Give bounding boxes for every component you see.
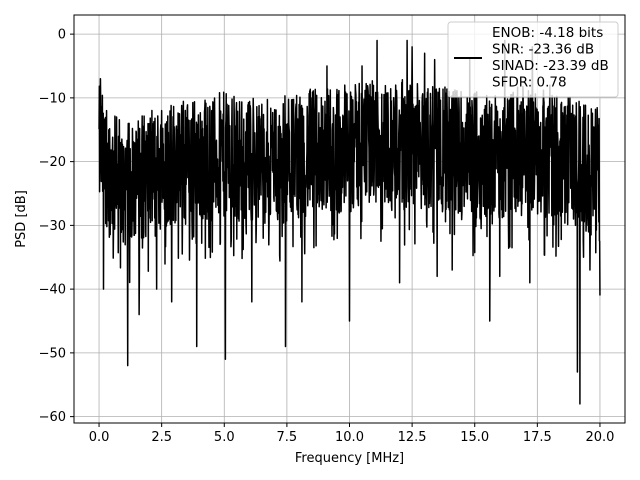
x-tick-label: 17.5 — [523, 430, 552, 445]
y-tick-label: 0 — [58, 28, 66, 43]
x-tick-label: 12.5 — [398, 430, 427, 445]
legend-entry-enob: ENOB: -4.18 bits — [492, 25, 603, 41]
x-tick-label: 2.5 — [151, 430, 172, 445]
legend-entry-sinad: SINAD: -23.39 dB — [492, 58, 609, 74]
y-tick-label: −10 — [39, 91, 66, 106]
legend-box — [447, 21, 619, 98]
x-tick-label: 5.0 — [214, 430, 235, 445]
ticks: 0.0 2.5 5.0 7.5 10.0 12.5 15.0 17.5 20.0 0 −10 −20 −… — [39, 28, 615, 445]
x-tick-label: 15.0 — [460, 430, 489, 445]
x-tick-label: 0.0 — [89, 430, 110, 445]
y-tick-label: −40 — [39, 283, 66, 298]
x-tick-label: 10.0 — [335, 430, 364, 445]
x-tick-label: 20.0 — [585, 430, 614, 445]
x-axis-label: Frequency [MHz] — [295, 451, 404, 466]
y-tick-label: −30 — [39, 219, 66, 234]
y-tick-label: −20 — [39, 155, 66, 170]
legend-entry-snr: SNR: -23.36 dB — [492, 42, 594, 58]
psd-series-line — [98, 39, 601, 405]
x-tick-label: 7.5 — [277, 430, 298, 445]
legend-entry-sfdr: SFDR: 0.78 — [492, 75, 567, 91]
y-tick-label: −50 — [39, 346, 66, 361]
plot-area — [98, 39, 601, 405]
y-tick-label: −60 — [39, 410, 66, 425]
y-axis-label: PSD [dB] — [14, 190, 29, 248]
legend: ENOB: -4.18 bits SNR: -23.36 dB SINAD: -… — [447, 21, 619, 98]
